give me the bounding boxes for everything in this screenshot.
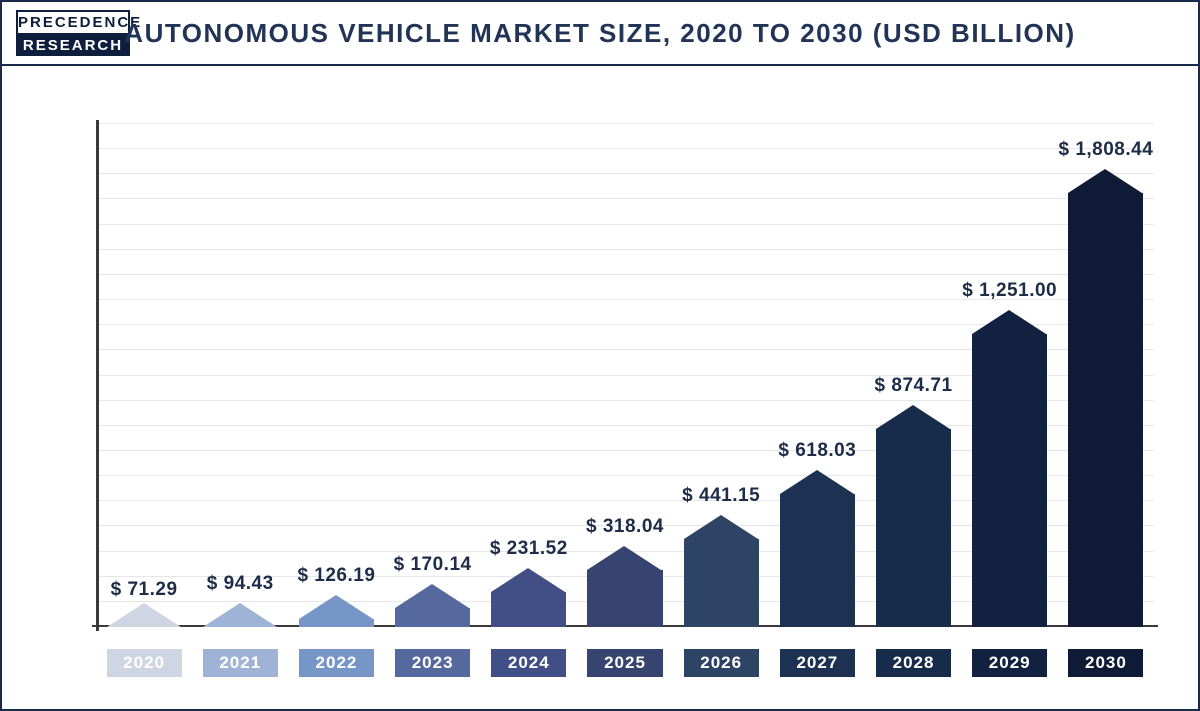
x-axis-label: 2024 bbox=[491, 649, 566, 677]
bar-body bbox=[299, 619, 374, 627]
bar-tip bbox=[684, 515, 758, 539]
bar-value-label: $ 441.15 bbox=[682, 485, 760, 507]
bar: $ 170.14 bbox=[395, 584, 470, 627]
bar-tip bbox=[491, 568, 565, 592]
bar-value-label: $ 1,251.00 bbox=[962, 280, 1057, 302]
bar: $ 441.15 bbox=[684, 515, 759, 627]
chart-frame: $ 71.29 $ 94.43 $ 126.19 $ 170.14 $ 231.52 $ … bbox=[2, 66, 1198, 709]
bar-tip bbox=[395, 584, 469, 608]
bar-tip bbox=[203, 603, 277, 627]
bar-value-label: $ 618.03 bbox=[778, 440, 856, 462]
bar: $ 318.04 bbox=[587, 546, 662, 627]
bar-value-label: $ 170.14 bbox=[394, 554, 472, 576]
chart-container: PRECEDENCE RESEARCH AUTONOMOUS VEHICLE M… bbox=[0, 0, 1200, 711]
bar-value-label: $ 874.71 bbox=[875, 375, 953, 397]
x-axis-labels: 2020 2021 2022 2023 2024 2025 2026 2027 2028 2029… bbox=[96, 649, 1154, 683]
bar-tip bbox=[972, 310, 1046, 334]
bar-tip bbox=[780, 470, 854, 494]
logo-line2: RESEARCH bbox=[16, 35, 130, 56]
bar-body bbox=[780, 494, 855, 627]
bar-tip bbox=[587, 546, 661, 570]
bar-value-label: $ 318.04 bbox=[586, 516, 664, 538]
bar: $ 1,251.00 bbox=[972, 310, 1047, 627]
x-axis-label: 2020 bbox=[107, 649, 182, 677]
bar-value-label: $ 1,808.44 bbox=[1058, 139, 1153, 161]
x-axis-label: 2029 bbox=[972, 649, 1047, 677]
bar-tip bbox=[107, 603, 181, 627]
x-axis-label: 2022 bbox=[299, 649, 374, 677]
bar-body bbox=[876, 429, 951, 627]
bar-body bbox=[1068, 193, 1143, 627]
bar-body bbox=[491, 592, 566, 627]
bar-body bbox=[587, 570, 662, 627]
logo: PRECEDENCE RESEARCH bbox=[16, 10, 130, 56]
x-axis-label: 2025 bbox=[587, 649, 662, 677]
logo-line1: PRECEDENCE bbox=[16, 10, 130, 35]
bar: $ 126.19 bbox=[299, 595, 374, 627]
bar-body bbox=[972, 334, 1047, 627]
bar: $ 71.29 bbox=[107, 609, 182, 627]
header: PRECEDENCE RESEARCH AUTONOMOUS VEHICLE M… bbox=[2, 2, 1198, 66]
bar-body bbox=[395, 608, 470, 627]
bar: $ 94.43 bbox=[203, 603, 278, 627]
bar-value-label: $ 94.43 bbox=[207, 573, 274, 595]
bar-tip bbox=[299, 595, 373, 619]
bar-tip bbox=[1068, 169, 1142, 193]
bar: $ 1,808.44 bbox=[1068, 169, 1143, 627]
x-axis-label: 2021 bbox=[203, 649, 278, 677]
bar-value-label: $ 71.29 bbox=[111, 579, 178, 601]
chart-title: AUTONOMOUS VEHICLE MARKET SIZE, 2020 TO … bbox=[2, 18, 1198, 49]
x-axis-label: 2023 bbox=[395, 649, 470, 677]
bar-value-label: $ 126.19 bbox=[297, 565, 375, 587]
bar: $ 231.52 bbox=[491, 568, 566, 627]
bar: $ 618.03 bbox=[780, 470, 855, 627]
bar-body bbox=[684, 539, 759, 627]
x-axis-label: 2026 bbox=[684, 649, 759, 677]
x-axis-label: 2027 bbox=[780, 649, 855, 677]
plot-area: $ 71.29 $ 94.43 $ 126.19 $ 170.14 $ 231.52 $ … bbox=[96, 124, 1154, 627]
x-axis-label: 2030 bbox=[1068, 649, 1143, 677]
bars-group: $ 71.29 $ 94.43 $ 126.19 $ 170.14 $ 231.52 $ … bbox=[96, 124, 1154, 627]
x-axis-label: 2028 bbox=[876, 649, 951, 677]
bar-tip bbox=[876, 405, 950, 429]
bar-value-label: $ 231.52 bbox=[490, 538, 568, 560]
bar: $ 874.71 bbox=[876, 405, 951, 627]
